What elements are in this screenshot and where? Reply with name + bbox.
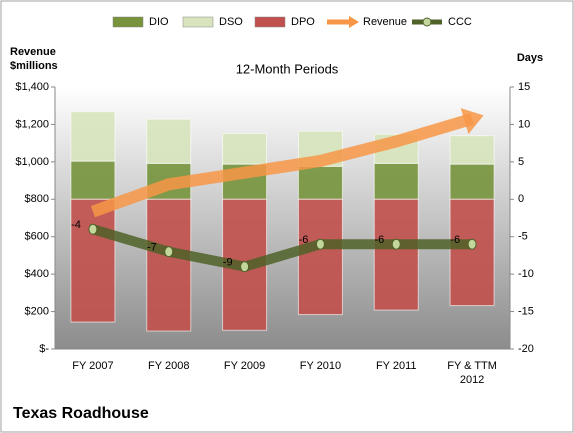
bar [222, 132, 268, 165]
legend-swatch [349, 16, 359, 28]
y2-tick-label: 0 [518, 193, 524, 205]
legend-label: CCC [448, 16, 472, 28]
ccc-marker [240, 261, 250, 273]
y-tick-label: $600 [25, 231, 49, 243]
ccc-marker [467, 238, 477, 250]
x-tick-label: FY 2008 [148, 360, 189, 372]
y2-tick-label: 15 [518, 81, 530, 93]
bar [146, 198, 192, 332]
bar [297, 165, 343, 200]
x-tick-label: FY 2009 [224, 360, 265, 372]
x-tick-label: FY 2007 [72, 360, 113, 372]
x-tick-label: FY 2011 [376, 360, 417, 372]
data-label: -4 [71, 219, 81, 231]
y-tick-label: $400 [25, 268, 49, 280]
y-tick-label: $1,000 [15, 156, 49, 168]
x-tick-label: FY 2010 [300, 360, 341, 372]
chart-title: 12-Month Periods [236, 61, 339, 76]
legend-swatch [182, 16, 214, 28]
y-tick-label: $800 [25, 193, 49, 205]
ccc-marker [315, 238, 325, 250]
data-label: -6 [299, 234, 309, 246]
company-name: Texas Roadhouse [13, 405, 149, 422]
ccc-marker [88, 223, 98, 235]
arrow-head [460, 108, 484, 135]
y2-tick-label: -20 [518, 343, 534, 355]
data-label: -9 [223, 257, 233, 269]
y-tick-label: $- [39, 343, 49, 355]
revenue-line [90, 113, 474, 218]
data-label: -6 [450, 234, 460, 246]
legend-swatch [254, 16, 286, 28]
bar [373, 162, 419, 200]
y-axis-label: Revenue $millions [10, 46, 58, 72]
legend-label: DIO [149, 16, 169, 28]
legend-label: Revenue [363, 16, 407, 28]
data-label: -7 [147, 242, 157, 254]
legend-swatch [422, 17, 432, 27]
bar [449, 135, 495, 165]
x-tick-label: FY & TTM 2012 [447, 360, 497, 386]
legend-swatch [112, 16, 144, 28]
data-label: -6 [374, 234, 384, 246]
bar [146, 118, 192, 164]
bar [297, 198, 343, 316]
y-tick-label: $200 [25, 305, 49, 317]
bar [449, 163, 495, 200]
legend-label: DSO [219, 16, 243, 28]
y-tick-label: $1,400 [15, 81, 49, 93]
legend-label: DPO [291, 16, 315, 28]
bar [70, 111, 116, 162]
ccc-marker [164, 246, 174, 258]
bar [373, 198, 419, 311]
y2-tick-label: -15 [518, 305, 534, 317]
ccc-marker [391, 238, 401, 250]
y2-tick-label: 5 [518, 156, 524, 168]
bar [70, 198, 116, 323]
y2-tick-label: -5 [518, 231, 528, 243]
bar [70, 160, 116, 200]
y2-tick-label: -10 [518, 268, 534, 280]
ccc-line [91, 224, 473, 272]
bar [449, 198, 495, 307]
y2-tick-label: 10 [518, 118, 530, 130]
y-tick-label: $1,200 [15, 118, 49, 130]
y2-axis-label: Days [517, 52, 543, 64]
